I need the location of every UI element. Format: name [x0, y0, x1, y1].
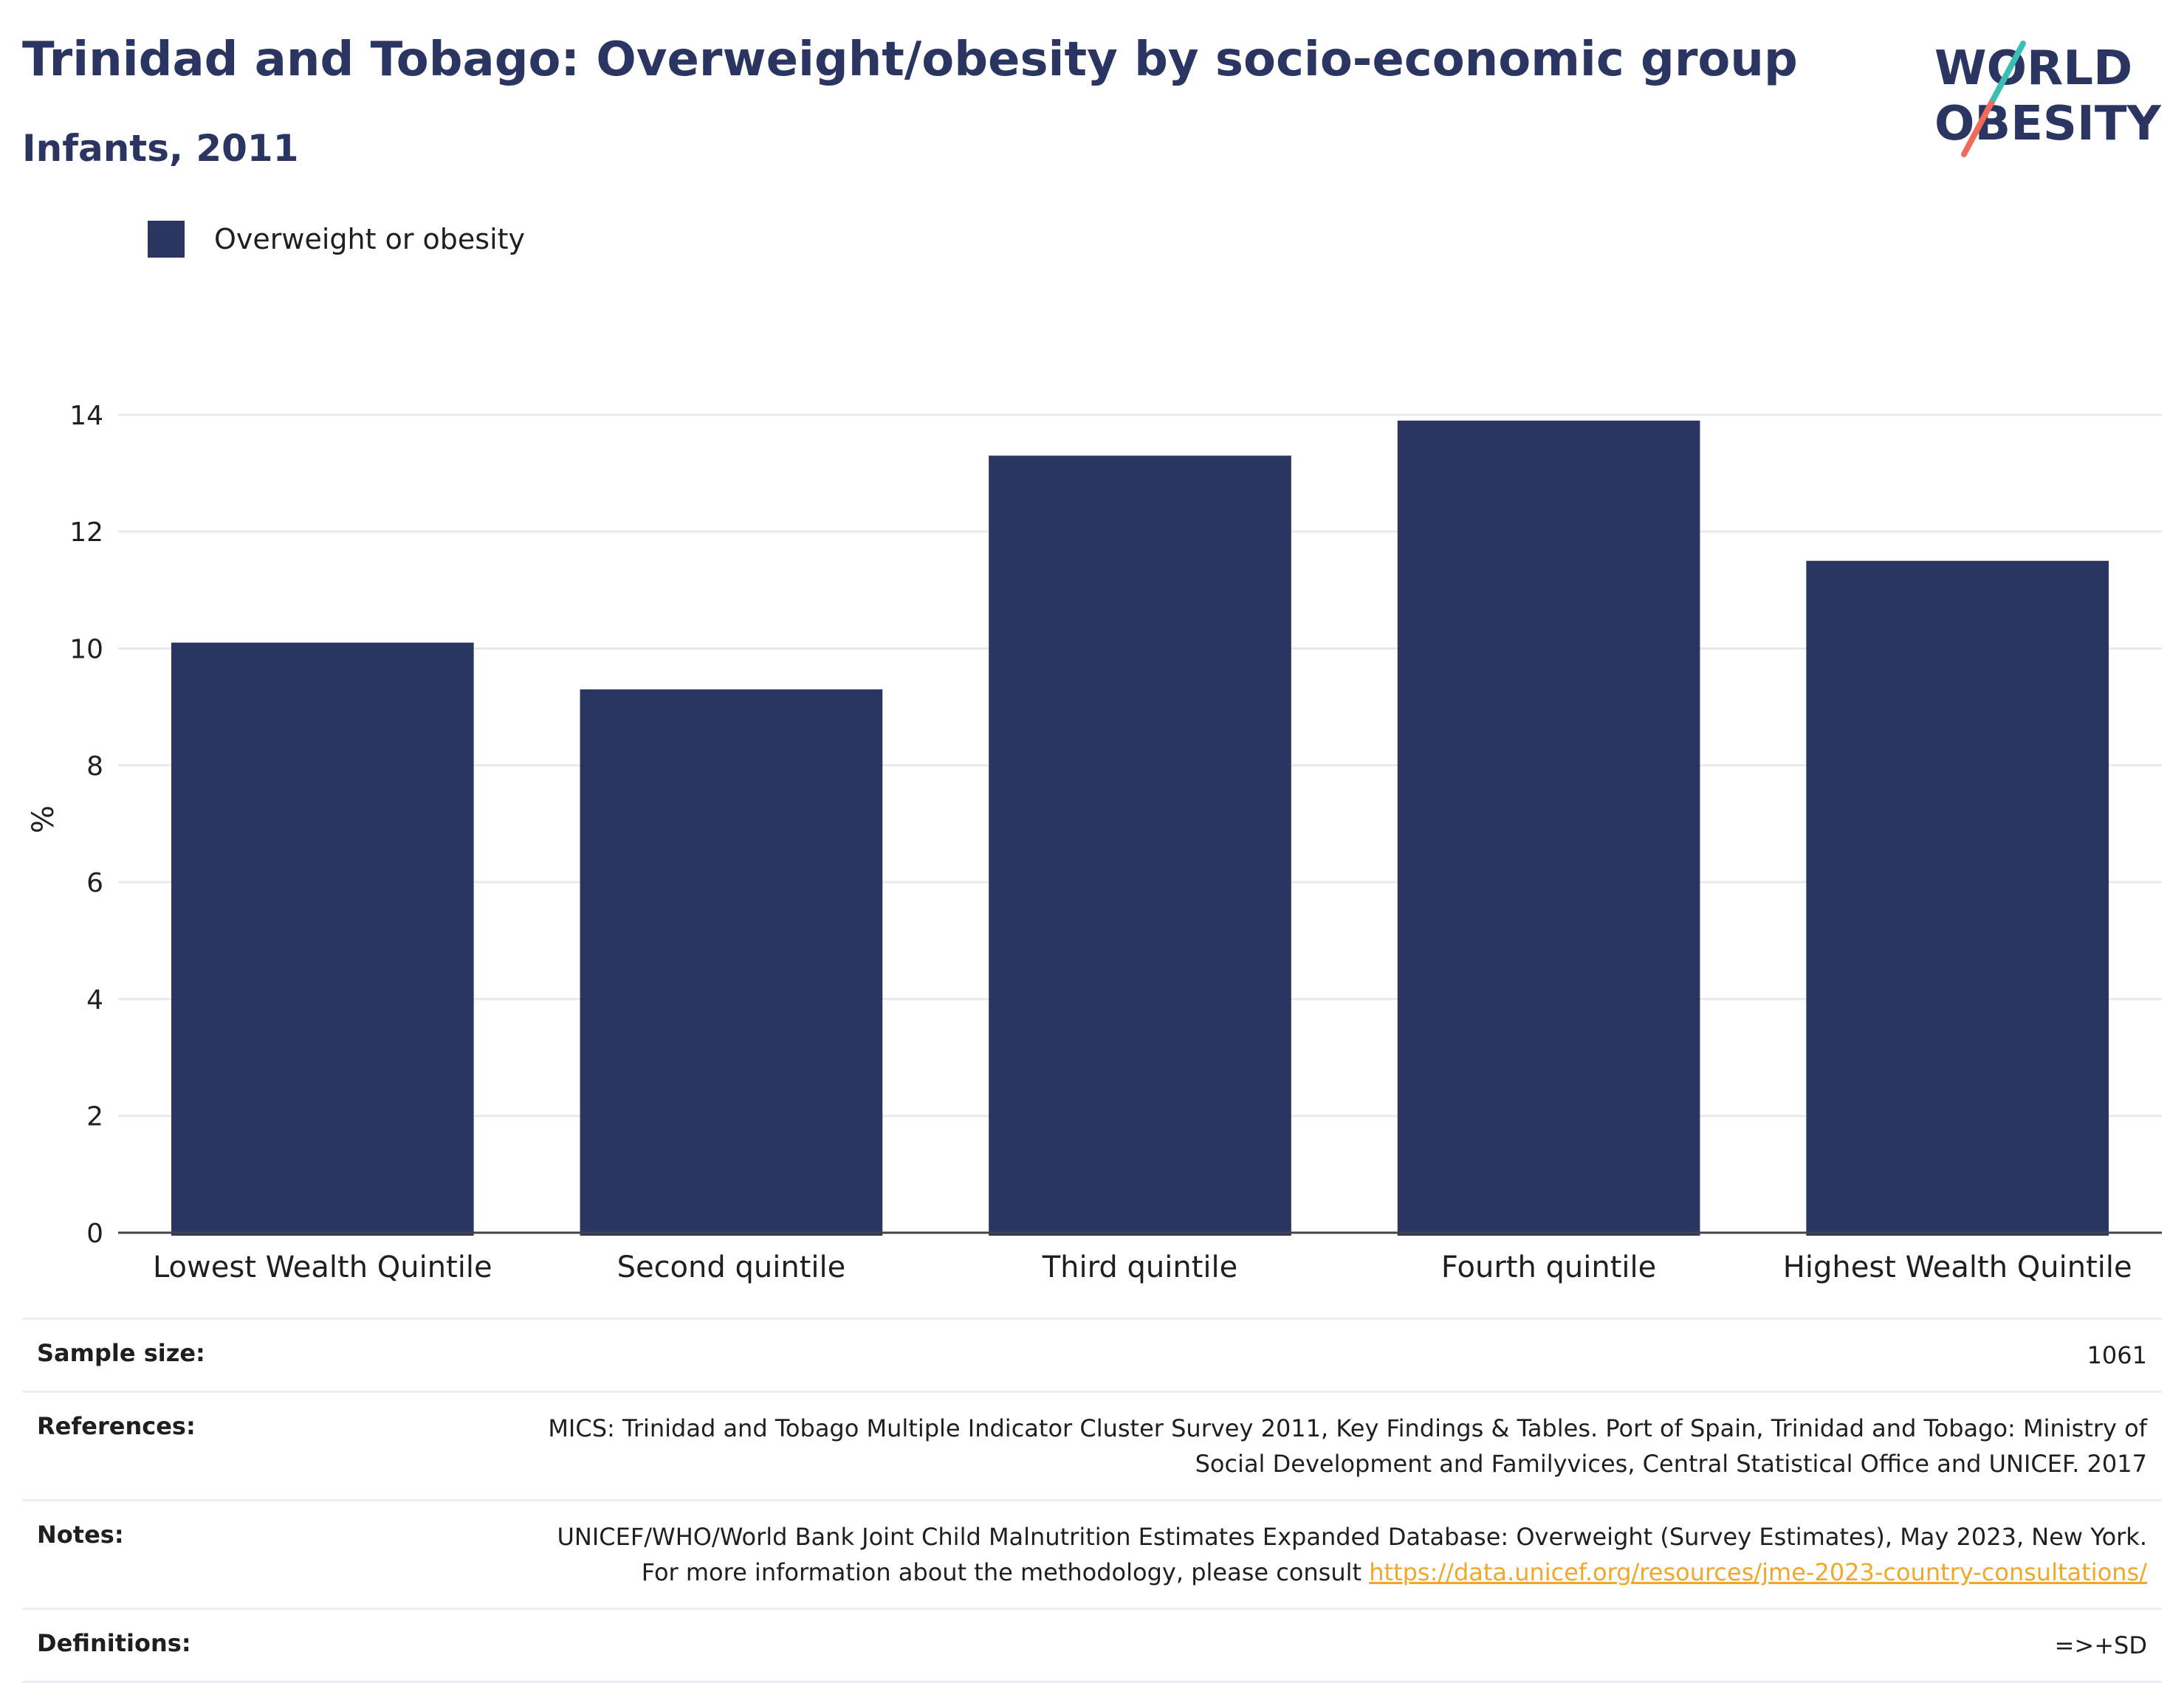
info-row-definitions: Definitions: =>+SD [22, 1608, 2162, 1683]
y-tick-label: 0 [86, 1219, 103, 1249]
sample-size-label: Sample size: [37, 1339, 205, 1367]
x-tick-label: Fourth quintile [1441, 1250, 1656, 1284]
notes-value: UNICEF/WHO/World Bank Joint Child Malnut… [523, 1519, 2148, 1590]
info-row-sample-size: Sample size: 1061 [22, 1318, 2162, 1391]
notes-label: Notes: [37, 1521, 124, 1549]
notes-link[interactable]: https://data.unicef.org/resources/jme-20… [1369, 1558, 2147, 1586]
references-value: MICS: Trinidad and Tobago Multiple Indic… [548, 1414, 2147, 1478]
y-tick-label: 4 [86, 985, 103, 1015]
definitions-label: Definitions: [37, 1629, 191, 1657]
y-tick-label: 8 [86, 751, 103, 782]
bar [1806, 560, 2109, 1236]
bar-chart: 0 2 4 6 8 10 12 14% Lowest Wealth Quintile Second… [27, 401, 2162, 1284]
bar [171, 642, 474, 1236]
info-row-notes: Notes: UNICEF/WHO/World Bank Joint Child… [22, 1499, 2162, 1608]
world-obesity-logo: WORLD OBESITY [1934, 41, 2161, 157]
chart-title: Trinidad and Tobago: Overweight/obesity … [22, 32, 1798, 87]
legend[interactable]: Overweight or obesity [148, 218, 525, 260]
y-tick-label: 14 [69, 401, 103, 431]
x-tick-label: Lowest Wealth Quintile [153, 1250, 492, 1284]
info-row-references: References: MICS: Trinidad and Tobago Mu… [22, 1391, 2162, 1499]
x-tick-label: Highest Wealth Quintile [1783, 1250, 2132, 1284]
y-tick-label: 6 [86, 868, 103, 898]
definitions-value: =>+SD [2054, 1631, 2147, 1659]
logo-line1: WORLD [1934, 41, 2132, 96]
bar [989, 455, 1291, 1236]
sample-size-value: 1061 [2087, 1341, 2147, 1369]
notes-text: UNICEF/WHO/World Bank Joint Child Malnut… [557, 1523, 2148, 1586]
y-tick-label: 10 [69, 634, 103, 664]
bar [1397, 420, 1700, 1236]
bar [580, 689, 883, 1236]
logo-slash-teal [1991, 41, 2026, 102]
legend-label: Overweight or obesity [214, 223, 526, 255]
logo-slash-coral [1961, 96, 1996, 157]
chart-subtitle: Infants, 2011 [22, 127, 299, 170]
references-label: References: [37, 1412, 196, 1440]
y-tick-label: 2 [86, 1102, 103, 1132]
x-tick-label: Second quintile [617, 1250, 846, 1284]
legend-swatch [148, 221, 185, 258]
x-tick-label: Third quintile [1042, 1250, 1237, 1284]
y-axis-label: % [27, 805, 61, 833]
y-tick-label: 12 [69, 517, 103, 548]
info-table: Sample size: 1061 References: MICS: Trin… [22, 1318, 2162, 1683]
